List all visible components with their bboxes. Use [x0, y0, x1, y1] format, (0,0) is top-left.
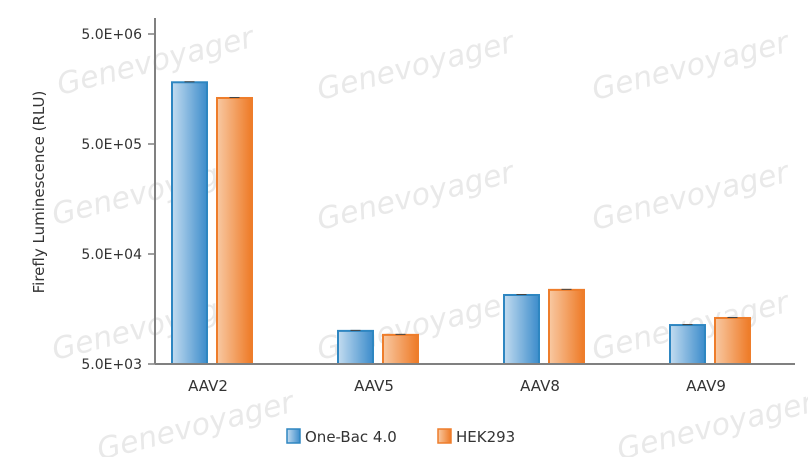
y-axis-title: Firefly Luminescence (RLU): [30, 91, 48, 294]
bar-aav5-one-bac: [337, 329, 374, 365]
y-tick-label: 5.0E+04: [81, 247, 142, 263]
legend-swatch-one-bac: [286, 428, 301, 444]
bar-aav9-one-bac: [669, 324, 706, 365]
bar-aav5-hek293: [382, 333, 419, 365]
watermark-text: Genevoyager: [588, 25, 793, 108]
bar-aav8-hek293: [548, 288, 585, 366]
watermark-text: Genevoyager: [613, 385, 808, 457]
watermark-text: Genevoyager: [313, 25, 518, 108]
legend-swatch-hek293: [437, 428, 452, 444]
bar-aav2-one-bac: [171, 81, 208, 366]
bar-aav2-hek293: [216, 96, 253, 366]
x-tick-label: AAV2: [188, 377, 228, 395]
bar-aav9-hek293: [714, 316, 751, 365]
legend-label: HEK293: [456, 428, 515, 446]
y-tick-label: 5.0E+03: [81, 357, 142, 373]
legend: One-Bac 4.0 HEK293: [286, 428, 515, 446]
legend-label: One-Bac 4.0: [305, 428, 397, 446]
bars: [171, 81, 751, 366]
y-tick-label: 5.0E+05: [81, 137, 142, 153]
x-tick-label: AAV9: [686, 377, 726, 395]
watermark-text: Genevoyager: [313, 155, 518, 238]
watermark-text: Genevoyager: [93, 385, 298, 457]
x-axis: AAV2 AAV5 AAV8 AAV9: [155, 363, 795, 395]
y-axis: 5.0E+03 5.0E+04 5.0E+05 5.0E+06: [81, 18, 156, 373]
y-tick-label: 5.0E+06: [81, 27, 142, 43]
watermark-text: Genevoyager: [588, 155, 793, 238]
bar-aav8-one-bac: [503, 293, 540, 365]
x-tick-label: AAV5: [354, 377, 394, 395]
x-tick-label: AAV8: [520, 377, 560, 395]
